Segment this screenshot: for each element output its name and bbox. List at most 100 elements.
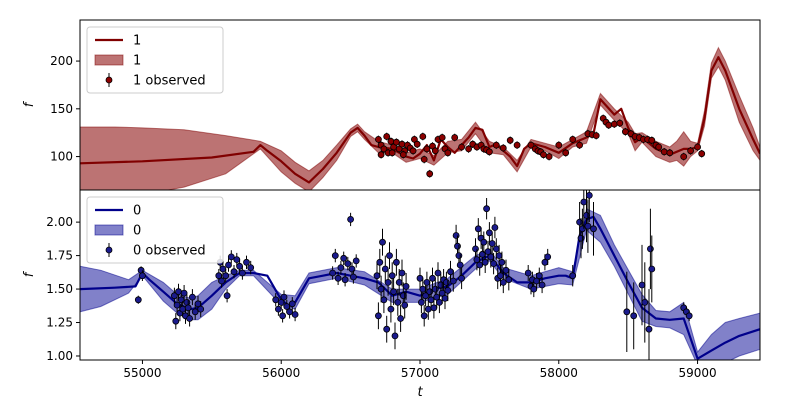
bottom-observed-point bbox=[233, 256, 241, 264]
bottom-y-tick-label: 2.00 bbox=[46, 215, 73, 229]
bottom-observed-point bbox=[376, 258, 384, 266]
top-observed-point bbox=[506, 136, 514, 144]
top-y-axis-label: f bbox=[22, 100, 37, 107]
bottom-observed-point bbox=[388, 272, 396, 280]
top-observed-point bbox=[616, 119, 624, 127]
bottom-observed-point bbox=[422, 292, 430, 300]
top-observed-point bbox=[680, 153, 688, 161]
top-observed-point bbox=[413, 140, 421, 148]
bottom-observed-point bbox=[585, 191, 593, 199]
bottom-y-tick-label: 1.50 bbox=[46, 282, 73, 296]
top-y-ticks: 100 150 200 bbox=[50, 54, 80, 164]
bottom-observed-point bbox=[577, 234, 585, 242]
top-observed-point bbox=[513, 141, 521, 149]
bottom-observed-point bbox=[449, 277, 457, 285]
bottom-observed-point bbox=[535, 272, 543, 280]
top-observed-point bbox=[426, 170, 434, 178]
x-tick-label: 56000 bbox=[262, 366, 300, 380]
top-y-tick-label: 200 bbox=[50, 54, 73, 68]
bottom-observed-point bbox=[344, 260, 352, 268]
top-observed-point bbox=[388, 149, 396, 157]
bottom-observed-point bbox=[491, 224, 499, 231]
bottom-observed-point bbox=[373, 272, 381, 280]
bottom-observed-point bbox=[472, 245, 479, 253]
bottom-x-ticks: 55000 56000 57000 58000 59000 bbox=[123, 360, 717, 380]
bottom-observed-point bbox=[488, 240, 496, 247]
bottom-observed-point bbox=[455, 252, 463, 260]
top-observed-point bbox=[485, 148, 493, 156]
bottom-observed-point bbox=[685, 312, 693, 320]
top-observed-point bbox=[499, 144, 507, 152]
top-observed-point bbox=[392, 138, 400, 146]
top-plot-area bbox=[80, 46, 760, 190]
top-observed-point bbox=[666, 149, 674, 157]
bottom-observed-point bbox=[380, 296, 388, 304]
top-observed-point bbox=[420, 155, 428, 163]
bottom-observed-point bbox=[236, 262, 244, 270]
bottom-observed-point bbox=[480, 238, 488, 246]
bottom-observed-point bbox=[576, 218, 583, 226]
x-tick-label: 59000 bbox=[678, 366, 716, 380]
bottom-observed-point bbox=[426, 288, 434, 296]
bottom-observed-point bbox=[444, 286, 452, 294]
bottom-observed-point bbox=[219, 265, 227, 273]
bottom-observed-point bbox=[340, 254, 348, 262]
bottom-observed-point bbox=[387, 305, 395, 313]
bottom-observed-point bbox=[490, 260, 498, 268]
bottom-observed-point bbox=[447, 268, 454, 276]
bottom-observed-point bbox=[505, 276, 513, 284]
bottom-observed-point bbox=[538, 281, 546, 289]
bottom-observed-point bbox=[645, 325, 653, 333]
bottom-observed-point bbox=[223, 292, 231, 300]
bottom-observed-point bbox=[383, 325, 391, 333]
top-observed-point bbox=[540, 151, 547, 159]
top-y-tick-label: 150 bbox=[50, 102, 73, 116]
bottom-observed-point bbox=[423, 278, 431, 286]
bottom-observed-point bbox=[481, 258, 489, 266]
bottom-observed-point bbox=[499, 278, 507, 286]
bottom-observed-point bbox=[179, 305, 187, 313]
top-observed-point bbox=[431, 147, 439, 155]
bottom-observed-point bbox=[427, 296, 435, 304]
bottom-y-tick-label: 1.75 bbox=[46, 249, 73, 263]
top-legend: 1 1 1 observed bbox=[86, 26, 224, 94]
top-legend-label: 1 bbox=[133, 54, 141, 69]
bottom-observed-point bbox=[227, 253, 235, 261]
bottom-observed-point bbox=[177, 296, 185, 304]
bottom-observed-point bbox=[442, 278, 450, 286]
top-observed-point bbox=[605, 121, 613, 129]
bottom-observed-point bbox=[173, 301, 181, 309]
bottom-observed-point bbox=[583, 211, 590, 219]
bottom-observed-point bbox=[170, 292, 178, 300]
x-axis-label: t bbox=[417, 385, 423, 400]
bottom-observed-point bbox=[456, 261, 464, 269]
top-observed-point bbox=[492, 141, 500, 149]
bottom-observed-point bbox=[401, 301, 409, 309]
x-tick-label: 58000 bbox=[540, 366, 578, 380]
bottom-observed-point bbox=[222, 272, 230, 280]
bottom-observed-point bbox=[419, 285, 427, 293]
bottom-observed-point bbox=[431, 285, 439, 293]
bottom-observed-point bbox=[580, 198, 588, 206]
bottom-observed-point bbox=[286, 308, 294, 316]
bottom-legend-label: 0 bbox=[133, 224, 141, 239]
top-observed-point bbox=[660, 148, 668, 156]
top-observed-point bbox=[622, 128, 629, 136]
bottom-observed-point bbox=[329, 269, 337, 277]
bottom-observed-point bbox=[384, 278, 392, 286]
bottom-observed-point bbox=[191, 308, 199, 316]
bottom-observed-point bbox=[579, 225, 586, 233]
bottom-observed-point bbox=[402, 282, 410, 290]
top-observed-point bbox=[387, 137, 395, 145]
bottom-legend: 0 0 0 observed bbox=[86, 196, 224, 264]
top-observed-point bbox=[569, 135, 577, 143]
bottom-observed-point bbox=[398, 269, 406, 277]
bottom-observed-point bbox=[416, 274, 424, 282]
bottom-observed-point bbox=[420, 312, 428, 320]
top-observed-point bbox=[423, 145, 431, 153]
bottom-observed-point bbox=[429, 274, 436, 282]
top-observed-point bbox=[377, 151, 385, 159]
bottom-observed-point bbox=[279, 312, 287, 320]
bottom-observed-point bbox=[175, 288, 182, 296]
bottom-observed-point bbox=[584, 222, 592, 230]
